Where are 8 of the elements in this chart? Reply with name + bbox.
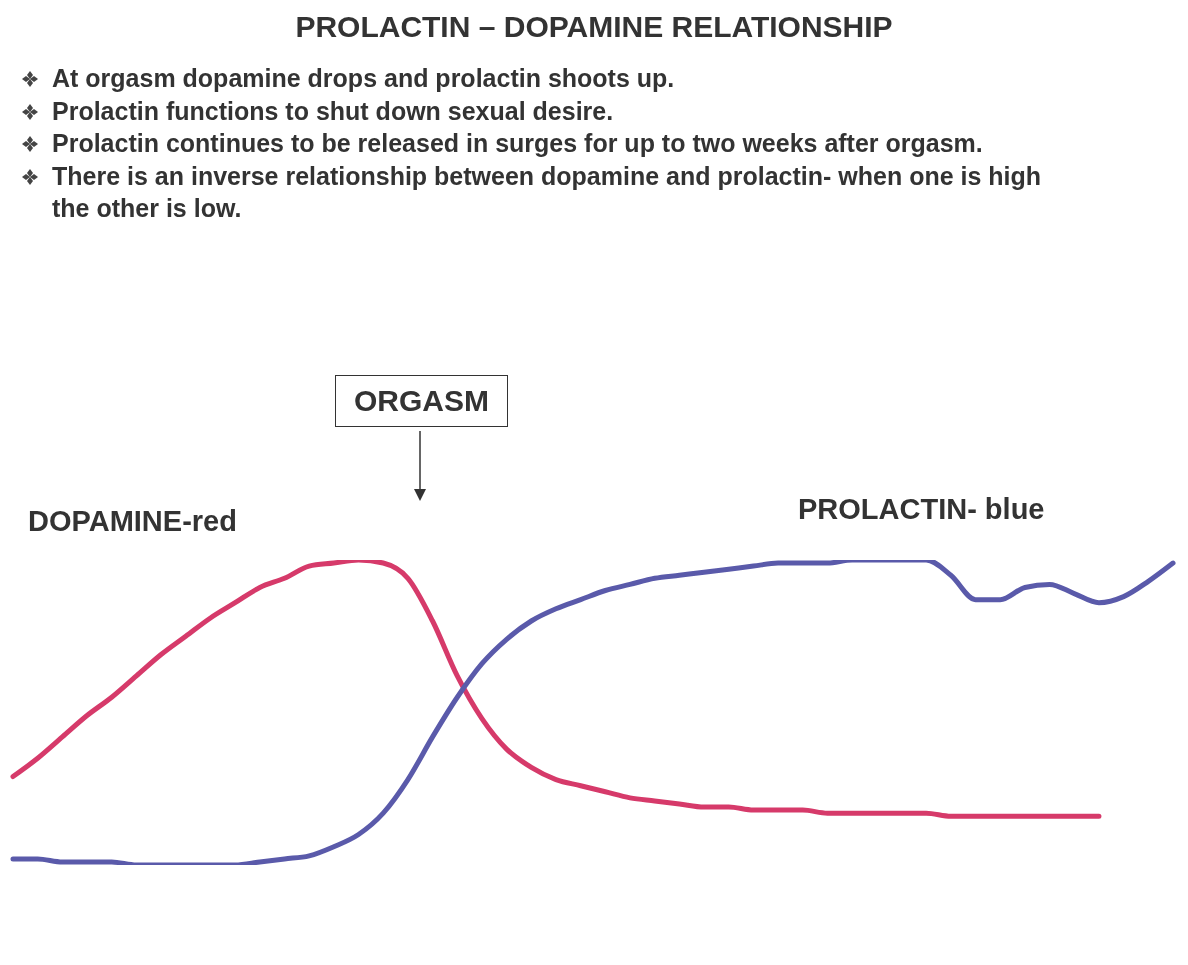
text: There is an inverse relationship between dopamine and prolactin- when one is high the other is low. [52, 160, 1043, 224]
series-label: DOPAMINE-red [28, 504, 237, 538]
text: Prolactin continues to be released in surges for up to two weeks after orgasm. [52, 128, 983, 159]
text: Prolactin functions to shut down sexual desire. [52, 95, 614, 127]
text: At orgasm dopamine drops and prolactin shoots up. [52, 63, 675, 94]
series-label: PROLACTIN- blue [798, 492, 1045, 526]
text: ORGASM [335, 374, 508, 427]
chart-title: PROLACTIN – DOPAMINE RELATIONSHIP [294, 10, 894, 44]
